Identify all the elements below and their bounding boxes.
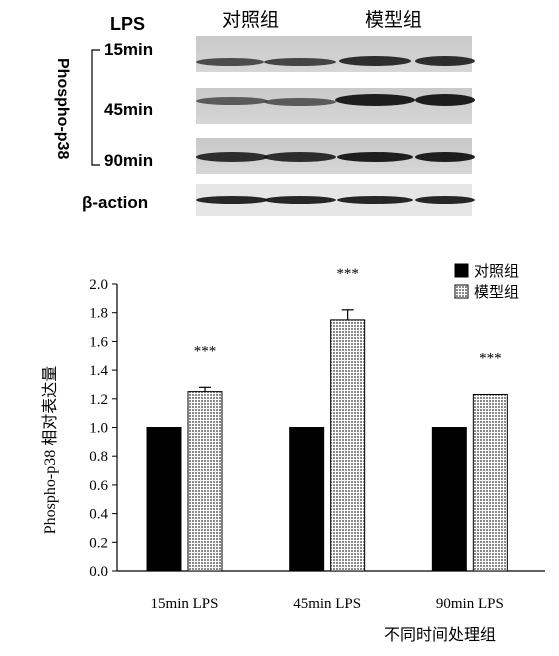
blot-band [196,97,268,105]
chart-bars: *** 15min LPS *** 45min LPS *** 90min LPS [146,266,508,612]
bar-control [431,427,467,572]
blot-band [264,98,336,106]
legend-swatch [454,284,469,299]
significance-marker: *** [336,266,359,282]
blot-lps-header: LPS [110,14,145,34]
y-tick-label: 2.0 [89,277,108,293]
legend-label: 模型组 [474,284,519,301]
blot-band [415,152,475,162]
legend-swatch [454,263,469,278]
blot-group-model: 模型组 [365,9,422,31]
chart-axes: 0.0 0.2 0.4 0.6 0.8 1.0 1.2 1.4 1.6 1.8 2.0 [89,277,545,580]
blot-row-label: 45min [104,100,153,119]
blot-band [264,58,336,66]
bar-model [472,393,508,572]
y-tick-label: 0.0 [89,564,108,580]
y-tick-label: 0.8 [89,449,108,465]
bar-model [187,391,223,572]
y-axis-label: Phospho-p38 相对表达量 [41,366,59,534]
bar-control [289,427,325,572]
blot-band [415,196,475,204]
blot-band [335,94,415,106]
blot-row-label: 15min [104,40,153,59]
bar-chart: 0.0 0.2 0.4 0.6 0.8 1.0 1.2 1.4 1.6 1.8 2.0 *** 15m… [41,263,545,644]
bar-model [330,319,366,572]
blot-band [415,94,475,106]
blot-band [264,152,336,162]
y-tick-label: 1.4 [89,363,108,379]
x-axis-label: 不同时间处理组 [384,626,496,644]
significance-marker: *** [479,350,502,366]
y-tick-label: 0.6 [89,478,108,494]
y-tick-label: 1.6 [89,334,108,350]
blot-strip-15min [196,36,472,72]
y-tick-label: 0.4 [89,507,108,523]
y-tick-label: 1.0 [89,421,108,437]
blot-band [337,196,413,204]
blot-band [337,152,413,162]
blot-bracket [91,49,100,166]
blot-loading-control-label: β-action [82,193,148,212]
bar-control [146,427,182,572]
blot-band [196,196,268,204]
blot-group-control: 对照组 [222,9,279,31]
western-blot-panel: LPS 对照组 模型组 Phospho-p38 15min 45min 90mi… [54,9,475,216]
y-tick-label: 1.2 [89,392,108,408]
blot-band [339,56,411,66]
blot-strip-45min [196,88,472,124]
significance-marker: *** [194,343,217,359]
blot-band [415,56,475,66]
x-tick-label: 90min LPS [436,596,504,612]
blot-band [196,58,264,66]
x-tick-label: 15min LPS [151,596,219,612]
blot-band [196,152,268,162]
y-tick-label: 0.2 [89,535,108,551]
blot-row-label: 90min [104,151,153,170]
blot-band [264,196,336,204]
blot-side-label: Phospho-p38 [54,58,71,159]
x-tick-label: 45min LPS [293,596,361,612]
y-tick-label: 1.8 [89,306,108,322]
legend-label: 对照组 [474,263,519,280]
